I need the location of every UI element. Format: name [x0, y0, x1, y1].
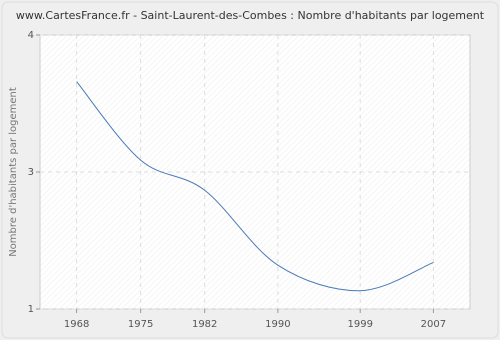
chart-title: www.CartesFrance.fr - Saint-Laurent-des-… [16, 9, 485, 22]
line [76, 81, 434, 292]
x-tick-label: 1975 [128, 319, 153, 330]
y-tick-label: 3 [28, 167, 34, 178]
x-tick-label: 1999 [347, 319, 372, 330]
x-tick-label: 2007 [421, 319, 446, 330]
y-tick-label: 1 [28, 304, 34, 315]
x-tick-label: 1968 [64, 319, 89, 330]
x-tick-label: 1982 [192, 319, 217, 330]
y-axis-label: Nombre d'habitants par logement [8, 87, 19, 257]
y-tick-label: 4 [28, 30, 34, 41]
x-tick-label: 1990 [265, 319, 290, 330]
plot-area [39, 34, 471, 310]
